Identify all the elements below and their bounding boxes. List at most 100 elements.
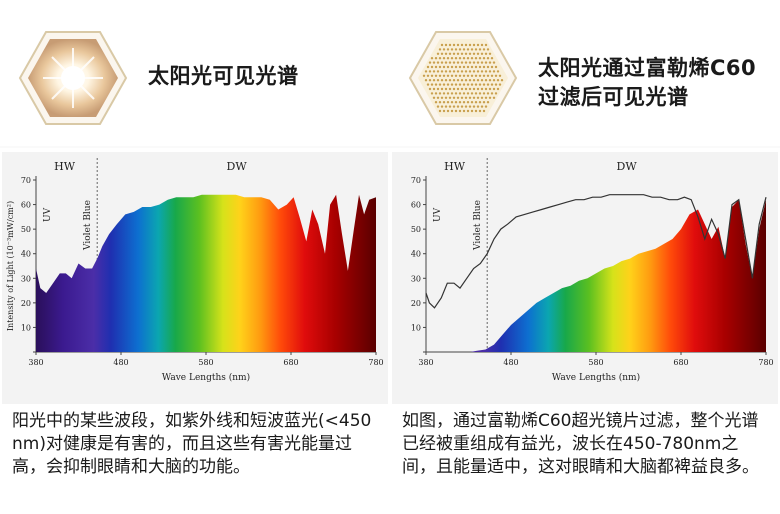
fullerene-dot <box>450 65 454 69</box>
fullerene-dot <box>438 57 442 60</box>
fullerene-dot <box>448 79 452 82</box>
fullerene-dot <box>452 96 456 100</box>
panel-title: 太阳光可见光谱 <box>148 62 299 91</box>
fullerene-dot <box>470 92 474 95</box>
fullerene-dot <box>434 92 438 95</box>
fullerene-dot <box>436 70 440 73</box>
fullerene-dot <box>474 57 478 60</box>
fullerene-dot <box>486 83 490 86</box>
fullerene-dot <box>454 74 458 77</box>
y-tick-label: 60 <box>21 201 31 210</box>
fullerene-dot <box>476 96 480 100</box>
fullerene-dot <box>500 79 504 82</box>
fullerene-dot <box>448 43 452 47</box>
fullerene-dot <box>468 61 472 64</box>
fullerene-dot <box>476 70 480 73</box>
fullerene-dot <box>494 83 498 86</box>
fullerene-dot <box>478 101 482 104</box>
fullerene-dot <box>484 70 488 73</box>
fullerene-dot <box>480 70 484 73</box>
fullerene-dot <box>452 70 456 73</box>
fullerene-dot <box>434 57 438 60</box>
x-tick-label: 480 <box>113 358 128 367</box>
fullerene-dot <box>448 70 452 73</box>
fullerene-dot <box>444 105 448 108</box>
fullerene-dot <box>470 74 474 77</box>
fullerene-dot <box>456 96 460 100</box>
fullerene-dot <box>456 79 460 82</box>
fullerene-dot <box>456 87 460 91</box>
fullerene-dot <box>430 83 434 86</box>
region-label-hw: HW <box>444 160 466 173</box>
fullerene-dot <box>466 83 470 86</box>
fullerene-dot <box>480 87 484 91</box>
fullerene-dot <box>492 70 496 73</box>
fullerene-dot <box>436 52 440 55</box>
fullerene-dot <box>456 43 460 47</box>
fullerene-dot <box>494 65 498 69</box>
fullerene-dot <box>438 83 442 86</box>
fullerene-dot <box>472 79 476 82</box>
fullerene-dot <box>496 87 500 91</box>
fullerene-dot <box>458 109 462 113</box>
x-tick-label: 580 <box>588 358 603 367</box>
x-axis-label: Wave Lengths (nm) <box>162 372 250 383</box>
y-tick-label: 30 <box>411 274 421 283</box>
fullerene-dot <box>482 57 486 60</box>
fullerene-dot <box>496 79 500 82</box>
fullerene-dot <box>452 43 456 47</box>
fullerene-dot <box>454 109 458 113</box>
panel-title: 太阳光通过富勒烯C60 过滤后可见光谱 <box>538 54 756 112</box>
fullerene-dot <box>462 65 466 69</box>
fullerene-dot <box>464 61 468 64</box>
fullerene-dot <box>486 48 490 51</box>
fullerene-dot <box>430 65 434 69</box>
fullerene-dot <box>468 79 472 82</box>
fullerene-dot <box>458 57 462 60</box>
fullerene-dot <box>448 96 452 100</box>
fullerene-dot <box>428 79 432 82</box>
fullerene-dot <box>480 43 484 47</box>
fullerene-dot <box>454 101 458 104</box>
fullerene-dot <box>488 52 492 55</box>
fullerene-dot <box>450 74 454 77</box>
fullerene-dot <box>462 74 466 77</box>
fullerene-dot <box>484 87 488 91</box>
fullerene-dot <box>478 65 482 69</box>
fullerene-dot <box>442 83 446 86</box>
fullerene-dot <box>444 79 448 82</box>
fullerene-dot <box>448 105 452 108</box>
fullerene-dot <box>446 92 450 95</box>
fullerene-dot <box>444 61 448 64</box>
fullerene-dot <box>466 65 470 69</box>
x-tick-label: 580 <box>198 358 213 367</box>
fullerene-dot <box>444 96 448 100</box>
fullerene-dot <box>434 74 438 77</box>
fullerene-dot <box>488 96 492 100</box>
fullerene-dot <box>474 65 478 69</box>
y-tick-label: 10 <box>411 323 421 332</box>
fullerene-dot <box>436 105 440 108</box>
fullerene-dot <box>426 65 430 69</box>
fullerene-dot <box>442 57 446 60</box>
spectrum-plot-right: 380 480 580 680 780 10 20 30 40 50 60 70 HW DW UV Viole… <box>411 158 774 383</box>
fullerene-dot <box>428 70 432 73</box>
fullerene-dot <box>474 101 478 104</box>
fullerene-dot <box>468 70 472 73</box>
fullerene-dot <box>452 79 456 82</box>
fullerene-dot <box>492 79 496 82</box>
fullerene-dot <box>438 74 442 77</box>
fullerene-dot <box>474 109 478 113</box>
fullerene-dot <box>436 61 440 64</box>
fullerene-dot <box>474 48 478 51</box>
y-tick-label: 10 <box>21 323 31 332</box>
fullerene-dot <box>430 57 434 60</box>
fullerene-dot <box>424 70 428 73</box>
fullerene-dot <box>478 83 482 86</box>
fullerene-dot <box>474 92 478 95</box>
fullerene-dot <box>460 96 464 100</box>
fullerene-dot <box>438 92 442 95</box>
region-label-dw: DW <box>227 160 248 173</box>
fullerene-dot <box>478 92 482 95</box>
title-line: 过滤后可见光谱 <box>538 85 689 109</box>
